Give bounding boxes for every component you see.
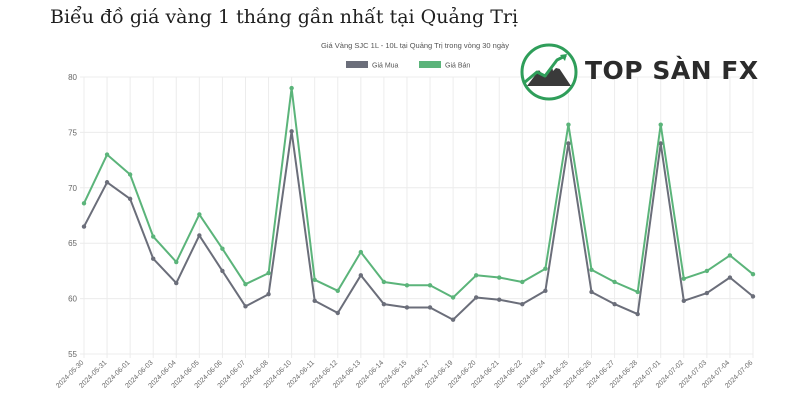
mountain-chart-logo-icon xyxy=(520,43,578,101)
data-point xyxy=(681,276,686,281)
data-point xyxy=(450,295,456,300)
data-point xyxy=(104,180,110,185)
chart-series xyxy=(81,85,756,322)
series-line xyxy=(83,130,754,321)
data-point xyxy=(289,129,294,134)
data-point xyxy=(151,234,156,239)
y-tick-label: 70 xyxy=(68,184,77,193)
data-point xyxy=(220,268,225,274)
legend-item: Giá Mua xyxy=(346,61,399,70)
legend-swatch xyxy=(419,61,441,68)
data-point xyxy=(335,310,340,316)
top-san-fx-logo: TOP SÀN FX xyxy=(519,42,769,102)
data-point xyxy=(543,288,548,294)
x-axis-ticks: 2024-05-302024-05-312024-06-012024-06-03… xyxy=(55,359,754,389)
data-point xyxy=(404,283,410,288)
data-point xyxy=(750,272,756,277)
legend-item: Giá Bán xyxy=(419,61,470,70)
data-point xyxy=(635,289,640,295)
data-point xyxy=(658,122,663,127)
y-tick-label: 65 xyxy=(68,239,77,248)
data-point xyxy=(589,289,594,295)
legend-label: Giá Mua xyxy=(372,63,399,70)
legend-swatch xyxy=(346,61,368,68)
y-tick-label: 60 xyxy=(68,295,77,304)
data-point xyxy=(473,273,479,278)
chart-legend: Giá Mua Giá Bán xyxy=(346,61,470,70)
series-line xyxy=(83,87,754,299)
data-point xyxy=(312,277,317,282)
page-heading: Biểu đồ giá vàng 1 tháng gần nhất tại Qu… xyxy=(50,6,519,28)
data-point xyxy=(704,268,710,274)
data-point xyxy=(289,85,294,91)
data-point xyxy=(750,294,756,299)
data-point xyxy=(704,290,710,296)
data-point xyxy=(473,295,479,300)
data-point xyxy=(566,141,571,146)
data-point xyxy=(358,273,364,278)
data-point xyxy=(404,305,410,310)
data-point xyxy=(127,196,133,202)
data-point xyxy=(174,259,179,265)
data-point xyxy=(358,249,364,255)
data-point xyxy=(312,298,317,304)
data-point xyxy=(612,301,617,307)
data-point xyxy=(497,297,502,302)
data-point xyxy=(727,253,733,258)
data-point xyxy=(266,291,271,297)
data-point xyxy=(266,270,271,276)
y-axis-ticks: 55 60 65 70 75 80 xyxy=(68,73,77,359)
data-point xyxy=(151,256,156,261)
data-point xyxy=(127,172,133,177)
data-point xyxy=(681,298,686,304)
data-point xyxy=(81,201,87,206)
data-point xyxy=(520,301,525,307)
data-point xyxy=(658,141,663,146)
data-point xyxy=(81,224,87,229)
data-point xyxy=(174,280,179,286)
data-point xyxy=(243,304,248,309)
y-tick-label: 80 xyxy=(68,73,77,82)
data-point xyxy=(635,311,640,317)
legend-label: Giá Bán xyxy=(445,63,470,70)
logo-text: TOP SÀN FX xyxy=(585,56,759,85)
data-point xyxy=(197,233,202,238)
data-point xyxy=(427,283,433,288)
data-point xyxy=(381,301,387,307)
chart-grid xyxy=(80,76,754,358)
data-point xyxy=(543,266,548,271)
series-gia-ban xyxy=(81,85,756,300)
data-point xyxy=(335,288,340,294)
data-point xyxy=(381,279,387,285)
data-point xyxy=(197,212,202,217)
data-point xyxy=(612,279,617,285)
data-point xyxy=(727,275,733,280)
data-point xyxy=(566,122,571,127)
data-point xyxy=(497,275,502,280)
data-point xyxy=(243,281,248,287)
y-tick-label: 55 xyxy=(68,350,77,359)
data-point xyxy=(427,305,433,310)
series-gia-mua xyxy=(81,129,756,322)
y-tick-label: 75 xyxy=(68,128,77,137)
chart-title: Giá Vàng SJC 1L - 10L tại Quảng Trị tron… xyxy=(321,41,509,50)
data-point xyxy=(520,279,525,285)
data-point xyxy=(220,246,225,251)
data-point xyxy=(589,267,594,272)
data-point xyxy=(104,152,110,157)
data-point xyxy=(450,317,456,322)
